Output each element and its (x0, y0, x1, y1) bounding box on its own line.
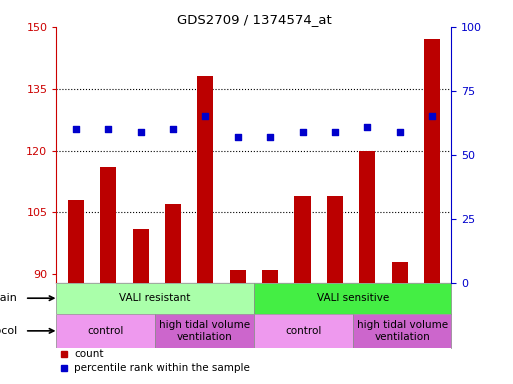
Text: strain: strain (0, 293, 17, 303)
Bar (254, 283, 451, 314)
Text: protocol: protocol (0, 326, 17, 336)
Bar (155, 314, 254, 348)
Bar (56, 314, 155, 348)
Point (201, 113, 209, 119)
Point (363, 124, 371, 130)
Text: percentile rank within the sample: percentile rank within the sample (74, 363, 250, 373)
Bar (391, 262, 408, 283)
Point (169, 126, 177, 132)
Point (136, 129, 145, 135)
Text: count: count (74, 349, 104, 359)
Bar (230, 270, 246, 283)
Bar (165, 204, 181, 283)
Point (299, 129, 307, 135)
Point (331, 129, 339, 135)
Point (72, 126, 80, 132)
Bar (254, 314, 353, 348)
Point (428, 113, 436, 119)
Text: high tidal volume
ventilation: high tidal volume ventilation (159, 320, 250, 342)
Bar (327, 196, 343, 283)
Text: high tidal volume
ventilation: high tidal volume ventilation (357, 320, 448, 342)
Text: VALI sensitive: VALI sensitive (317, 293, 389, 303)
Bar (353, 314, 451, 348)
Bar (198, 76, 213, 283)
Bar (262, 270, 278, 283)
Point (266, 134, 274, 140)
Bar (132, 229, 149, 283)
Point (104, 126, 112, 132)
Bar (424, 39, 440, 283)
Bar (359, 151, 376, 283)
Bar (294, 196, 310, 283)
Bar (56, 283, 254, 314)
Point (396, 129, 404, 135)
Text: control: control (285, 326, 322, 336)
Bar (100, 167, 116, 283)
Point (233, 134, 242, 140)
Bar (68, 200, 84, 283)
Text: control: control (88, 326, 124, 336)
Title: GDS2709 / 1374574_at: GDS2709 / 1374574_at (176, 13, 331, 26)
Text: VALI resistant: VALI resistant (120, 293, 191, 303)
